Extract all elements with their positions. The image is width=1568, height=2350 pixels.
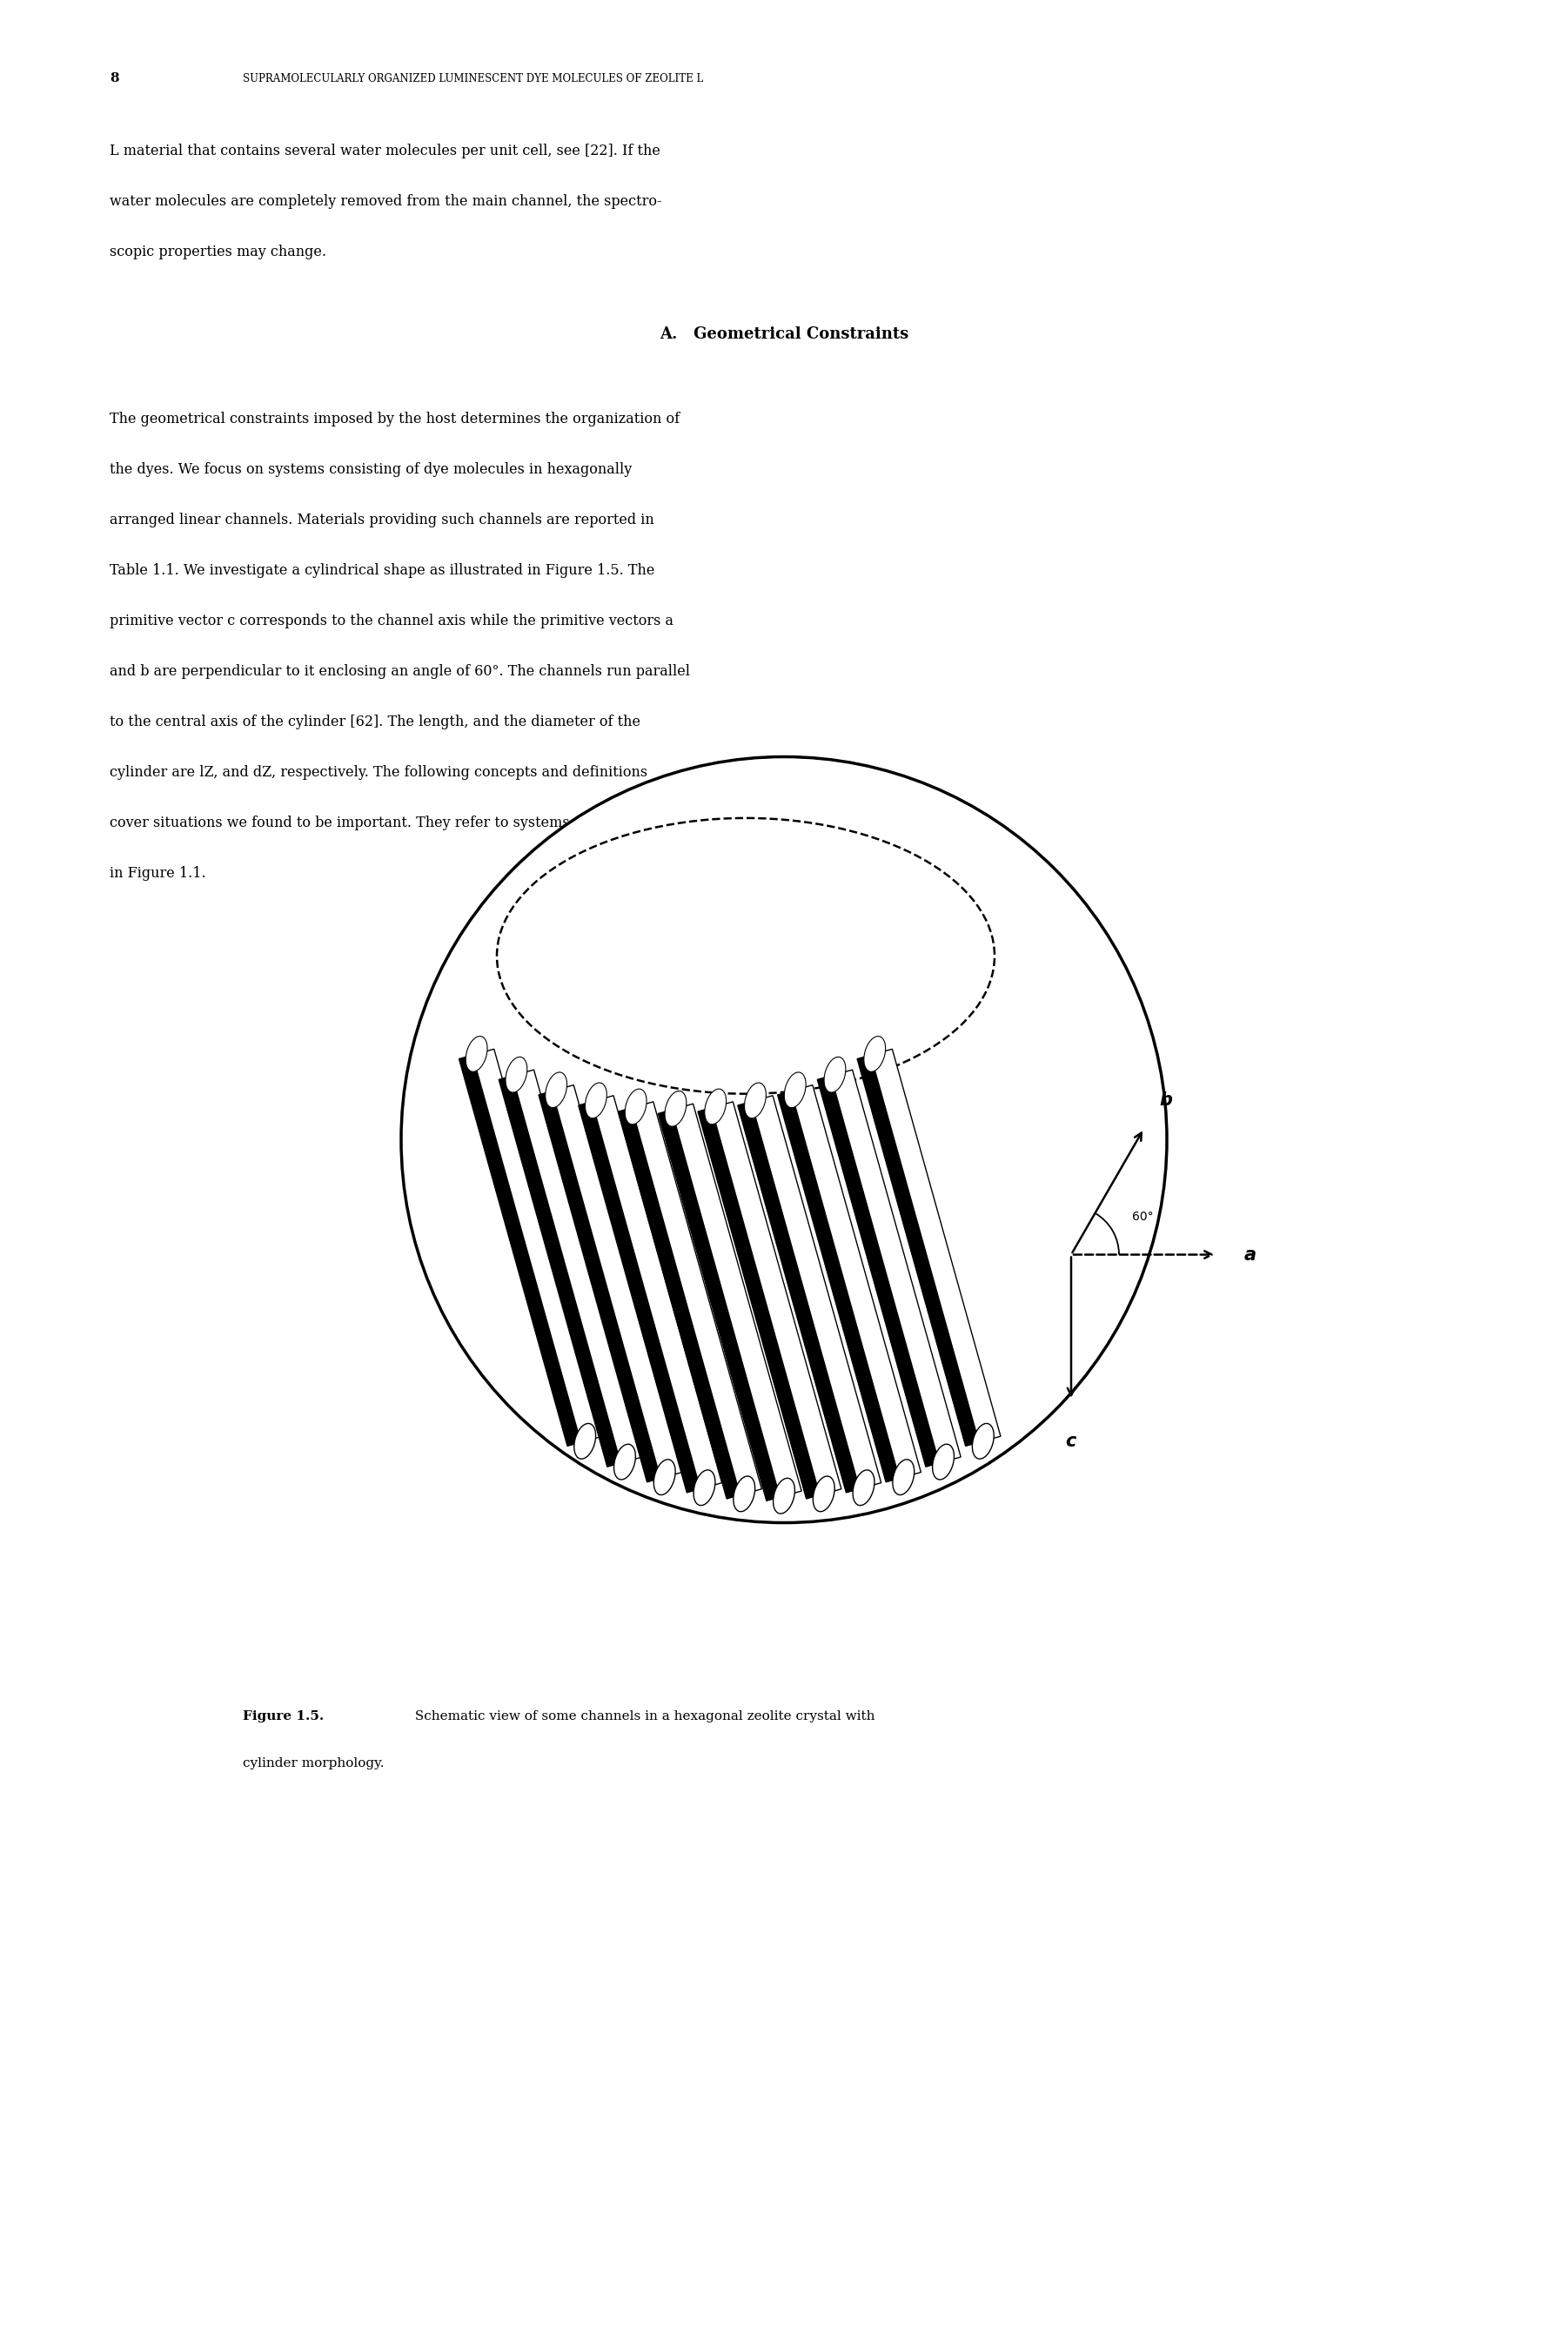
Text: primitive vector c corresponds to the channel axis while the primitive vectors a: primitive vector c corresponds to the ch… (110, 613, 674, 627)
Text: in Figure 1.1.: in Figure 1.1. (110, 867, 205, 881)
Ellipse shape (892, 1459, 914, 1495)
Text: $\boldsymbol{c}$: $\boldsymbol{c}$ (1065, 1431, 1077, 1450)
Ellipse shape (825, 1058, 845, 1093)
Polygon shape (499, 1069, 643, 1466)
Polygon shape (618, 1107, 740, 1499)
Ellipse shape (665, 1090, 687, 1126)
Polygon shape (579, 1095, 721, 1492)
Ellipse shape (626, 1088, 646, 1123)
Ellipse shape (773, 1478, 795, 1513)
Text: to the central axis of the cylinder [62]. The length, and the diameter of the: to the central axis of the cylinder [62]… (110, 714, 641, 728)
Ellipse shape (864, 1036, 886, 1072)
Polygon shape (778, 1090, 900, 1483)
Polygon shape (539, 1090, 662, 1483)
Ellipse shape (693, 1471, 715, 1506)
Polygon shape (698, 1107, 820, 1499)
Ellipse shape (466, 1036, 488, 1072)
Ellipse shape (574, 1424, 596, 1459)
Text: cover situations we found to be important. They refer to systems as illustrated: cover situations we found to be importan… (110, 815, 668, 830)
Text: SUPRAMOLECULARLY ORGANIZED LUMINESCENT DYE MOLECULES OF ZEOLITE L: SUPRAMOLECULARLY ORGANIZED LUMINESCENT D… (243, 73, 704, 85)
Text: the dyes. We focus on systems consisting of dye molecules in hexagonally: the dyes. We focus on systems consisting… (110, 463, 632, 477)
Polygon shape (579, 1102, 701, 1492)
Polygon shape (698, 1102, 842, 1499)
Ellipse shape (972, 1424, 994, 1459)
Text: The geometrical constraints imposed by the host determines the organization of: The geometrical constraints imposed by t… (110, 411, 681, 425)
Polygon shape (817, 1069, 961, 1466)
Ellipse shape (853, 1471, 875, 1506)
Polygon shape (499, 1076, 621, 1466)
Ellipse shape (615, 1445, 635, 1480)
Ellipse shape (546, 1072, 568, 1107)
Polygon shape (737, 1102, 861, 1492)
Polygon shape (659, 1104, 801, 1502)
Polygon shape (659, 1109, 781, 1502)
Ellipse shape (933, 1445, 953, 1480)
Text: and b are perpendicular to it enclosing an angle of 60°. The channels run parall: and b are perpendicular to it enclosing … (110, 665, 690, 679)
Polygon shape (737, 1095, 881, 1492)
Ellipse shape (784, 1072, 806, 1107)
Ellipse shape (654, 1459, 676, 1495)
Text: $\boldsymbol{b}$: $\boldsymbol{b}$ (1159, 1093, 1173, 1109)
Text: cylinder morphology.: cylinder morphology. (243, 1758, 384, 1770)
Text: cylinder are lZ, and dZ, respectively. The following concepts and definitions: cylinder are lZ, and dZ, respectively. T… (110, 766, 648, 780)
Ellipse shape (745, 1083, 767, 1119)
Ellipse shape (401, 757, 1167, 1523)
Polygon shape (539, 1086, 682, 1483)
Text: water molecules are completely removed from the main channel, the spectro-: water molecules are completely removed f… (110, 195, 662, 209)
Polygon shape (858, 1055, 980, 1445)
Polygon shape (817, 1076, 939, 1466)
Text: A.   Geometrical Constraints: A. Geometrical Constraints (660, 327, 908, 341)
Ellipse shape (505, 1058, 527, 1093)
Text: arranged linear channels. Materials providing such channels are reported in: arranged linear channels. Materials prov… (110, 512, 654, 526)
Text: Figure 1.5.: Figure 1.5. (243, 1711, 325, 1723)
Ellipse shape (814, 1476, 834, 1511)
Text: Schematic view of some channels in a hexagonal zeolite crystal with: Schematic view of some channels in a hex… (411, 1711, 875, 1723)
Text: $\boldsymbol{a}$: $\boldsymbol{a}$ (1243, 1246, 1256, 1264)
Text: Table 1.1. We investigate a cylindrical shape as illustrated in Figure 1.5. The: Table 1.1. We investigate a cylindrical … (110, 564, 655, 578)
Polygon shape (459, 1048, 602, 1445)
Ellipse shape (585, 1083, 607, 1119)
Text: scopic properties may change.: scopic properties may change. (110, 244, 326, 258)
Polygon shape (858, 1048, 1000, 1445)
Polygon shape (778, 1086, 920, 1483)
Text: 60°: 60° (1132, 1210, 1154, 1222)
Text: 8: 8 (110, 73, 119, 85)
Polygon shape (459, 1055, 582, 1445)
Ellipse shape (734, 1476, 754, 1511)
Polygon shape (618, 1102, 762, 1499)
Text: L material that contains several water molecules per unit cell, see [22]. If the: L material that contains several water m… (110, 143, 660, 157)
Ellipse shape (704, 1088, 726, 1123)
